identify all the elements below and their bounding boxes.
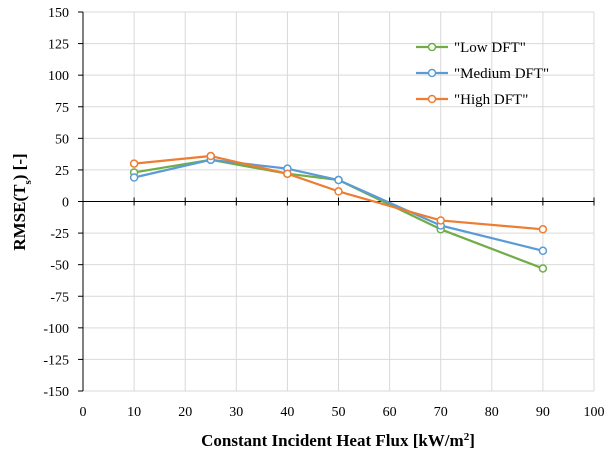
x-tick-label: 10 xyxy=(127,405,141,420)
legend-item: "High DFT" xyxy=(416,92,528,108)
x-tick-label: 80 xyxy=(485,405,499,420)
data-point xyxy=(283,169,292,178)
x-tick-label: 70 xyxy=(434,405,448,420)
series-line xyxy=(133,158,544,252)
legend-marker xyxy=(427,94,437,104)
y-tick-labels: 150 125 100 75 50 25 0 -25 -50 -75 -100 -125 -150 xyxy=(43,6,69,400)
data-point xyxy=(129,159,139,168)
legend-marker xyxy=(427,42,437,52)
data-point xyxy=(334,175,343,185)
y-tick-label: 50 xyxy=(55,132,69,147)
x-tick-label: 60 xyxy=(383,405,397,420)
x-tick-label: 100 xyxy=(584,405,605,420)
series-line xyxy=(133,154,543,231)
axes xyxy=(78,11,595,392)
y-tick-label: -150 xyxy=(43,385,69,400)
legend-item: "Medium DFT" xyxy=(416,66,549,82)
y-tick-label: 75 xyxy=(55,101,69,116)
legend-label: "High DFT" xyxy=(454,92,528,108)
legend-marker xyxy=(427,68,437,78)
series-lines xyxy=(129,151,548,273)
y-tick-label: 25 xyxy=(55,164,69,179)
data-point xyxy=(538,225,548,234)
x-tick-label: 20 xyxy=(178,405,192,420)
x-tick-label: 50 xyxy=(332,405,346,420)
y-axis-title: RMSE(Ts) [-] xyxy=(10,153,34,250)
legend-label: "Medium DFT" xyxy=(454,66,549,82)
x-tick-labels: 0 10 20 30 40 50 60 70 80 90 100 xyxy=(80,405,605,420)
y-tick-label: 125 xyxy=(48,38,69,53)
y-tick-label: 100 xyxy=(48,69,69,84)
legend-item: "Low DFT" xyxy=(416,40,526,56)
data-point xyxy=(206,151,215,161)
y-tick-label: -125 xyxy=(43,353,69,368)
x-tick-label: 90 xyxy=(536,405,550,420)
data-point xyxy=(129,173,139,182)
data-point xyxy=(538,264,548,273)
y-tick-label: 0 xyxy=(62,196,69,211)
y-tick-label: -25 xyxy=(50,227,69,242)
y-tick-label: 150 xyxy=(48,6,69,21)
legend: "Low DFT" "Medium DFT" "High DFT" xyxy=(416,40,549,108)
data-point xyxy=(538,246,548,256)
x-tick-label: 40 xyxy=(280,405,294,420)
y-tick-label: -75 xyxy=(50,290,69,305)
data-point xyxy=(436,216,445,225)
y-tick-label: -100 xyxy=(43,322,69,337)
x-tick-label: 0 xyxy=(80,405,87,420)
x-tick-label: 30 xyxy=(229,405,243,420)
data-point xyxy=(334,187,343,196)
x-axis-title: Constant Incident Heat Flux [kW/m2] xyxy=(201,431,475,450)
series-2 xyxy=(129,151,548,234)
legend-label: "Low DFT" xyxy=(454,40,526,56)
y-tick-label: -50 xyxy=(50,259,69,274)
